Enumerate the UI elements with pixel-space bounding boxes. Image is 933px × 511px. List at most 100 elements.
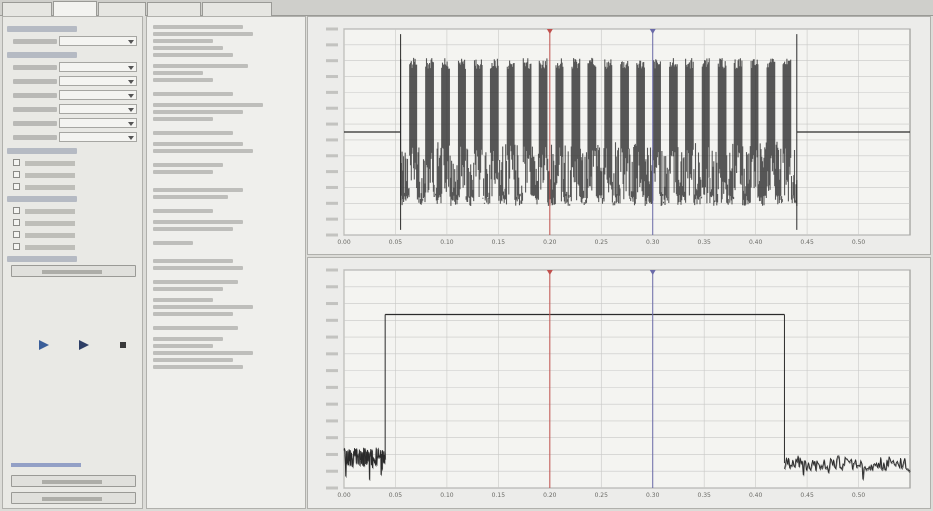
result-line xyxy=(153,287,223,291)
result-line xyxy=(153,163,223,167)
result-line xyxy=(153,131,233,135)
setting-dropdown[interactable] xyxy=(59,36,137,46)
tab-3[interactable] xyxy=(98,2,146,16)
tab-2[interactable] xyxy=(53,1,97,16)
result-line xyxy=(153,149,253,153)
y-tick-label xyxy=(326,217,338,221)
trace-series xyxy=(343,313,911,482)
result-line xyxy=(153,46,223,50)
power-time-plot[interactable]: 0.00 0.05 0.10 0.15 0.20 0.25 0.30 0.35 0.40 0.45… xyxy=(307,257,931,509)
setting-dropdown[interactable] xyxy=(59,118,137,128)
y-tick-label xyxy=(326,138,338,142)
marker-a-handle xyxy=(546,29,553,34)
x-tick-label: 0.20 xyxy=(543,492,557,499)
y-tick-label xyxy=(326,486,338,490)
y-tick-label xyxy=(326,419,338,423)
footer-link[interactable] xyxy=(11,463,81,467)
stop-icon[interactable] xyxy=(117,339,131,351)
result-line xyxy=(153,71,203,75)
amplitude-time-chart[interactable]: 0.00 0.05 0.10 0.15 0.20 0.25 0.30 0.35 0.40 0.45… xyxy=(308,17,932,256)
y-tick-label xyxy=(326,335,338,339)
setting-label xyxy=(13,135,57,140)
option-checkbox[interactable] xyxy=(13,183,20,190)
tab-5[interactable] xyxy=(202,2,272,16)
setting-label xyxy=(13,79,57,84)
section-heading xyxy=(3,23,142,35)
setting-row xyxy=(3,117,142,129)
x-tick-label: 0.10 xyxy=(440,239,454,246)
option-checkbox[interactable] xyxy=(13,207,20,214)
chevron-down-icon xyxy=(128,122,134,126)
option-checkbox[interactable] xyxy=(13,243,20,250)
setting-label xyxy=(13,39,57,44)
result-line xyxy=(153,53,233,57)
tab-1[interactable] xyxy=(2,2,52,16)
x-tick-label: 0.05 xyxy=(389,492,403,499)
option-row xyxy=(3,241,142,253)
marker-b-handle xyxy=(649,29,656,34)
result-line xyxy=(153,92,233,96)
x-tick-label: 0.40 xyxy=(749,239,763,246)
setting-dropdown[interactable] xyxy=(59,76,137,86)
amplitude-time-plot[interactable]: 0.00 0.05 0.10 0.15 0.20 0.25 0.30 0.35 0.40 0.45… xyxy=(307,16,931,255)
footer-button[interactable] xyxy=(11,492,136,504)
section-heading-text xyxy=(7,52,77,58)
chevron-down-icon xyxy=(128,94,134,98)
setting-label xyxy=(13,65,57,70)
tab-bar xyxy=(0,0,933,16)
result-line xyxy=(153,344,213,348)
result-line xyxy=(153,241,193,245)
option-checkbox[interactable] xyxy=(13,159,20,166)
option-label xyxy=(25,245,75,250)
section-heading-text xyxy=(7,26,77,32)
section-heading xyxy=(3,193,142,205)
option-row xyxy=(3,157,142,169)
step-icon[interactable] xyxy=(77,339,91,351)
option-label xyxy=(25,161,75,166)
result-line xyxy=(153,195,228,199)
result-line xyxy=(153,266,243,270)
result-line xyxy=(153,351,253,355)
setting-dropdown[interactable] xyxy=(59,132,137,142)
x-tick-label: 0.50 xyxy=(852,492,866,499)
trace-series xyxy=(344,34,910,230)
action-button[interactable] xyxy=(11,265,136,277)
result-line xyxy=(153,305,253,309)
x-tick-label: 0.45 xyxy=(800,492,814,499)
setting-dropdown[interactable] xyxy=(59,90,137,100)
option-checkbox[interactable] xyxy=(13,171,20,178)
y-tick-label xyxy=(326,27,338,31)
x-tick-label: 0.50 xyxy=(852,239,866,246)
play-icon[interactable] xyxy=(37,339,51,351)
power-time-chart[interactable]: 0.00 0.05 0.10 0.15 0.20 0.25 0.30 0.35 0.40 0.45… xyxy=(308,258,932,510)
result-line xyxy=(153,280,238,284)
tab-4[interactable] xyxy=(147,2,201,16)
section-heading xyxy=(3,253,142,265)
option-label xyxy=(25,221,75,226)
option-checkbox[interactable] xyxy=(13,231,20,238)
result-line xyxy=(153,32,253,36)
setting-dropdown[interactable] xyxy=(59,62,137,72)
y-tick-label xyxy=(326,436,338,440)
result-line xyxy=(153,188,243,192)
result-line xyxy=(153,312,233,316)
x-tick-label: 0.25 xyxy=(595,492,609,499)
result-line xyxy=(153,64,248,68)
y-tick-label xyxy=(326,59,338,63)
result-line xyxy=(153,25,243,29)
section-heading xyxy=(3,49,142,61)
x-tick-label: 0.15 xyxy=(492,492,506,499)
y-tick-label xyxy=(326,233,338,237)
x-tick-label: 0.05 xyxy=(389,239,403,246)
noise-floor xyxy=(784,456,911,481)
option-row xyxy=(3,205,142,217)
option-checkbox[interactable] xyxy=(13,219,20,226)
result-line xyxy=(153,227,233,231)
action-button-label xyxy=(42,270,102,274)
footer-button[interactable] xyxy=(11,475,136,487)
setting-dropdown[interactable] xyxy=(59,104,137,114)
section-heading-text xyxy=(7,148,77,154)
option-label xyxy=(25,173,75,178)
option-label xyxy=(25,233,75,238)
setting-label xyxy=(13,93,57,98)
